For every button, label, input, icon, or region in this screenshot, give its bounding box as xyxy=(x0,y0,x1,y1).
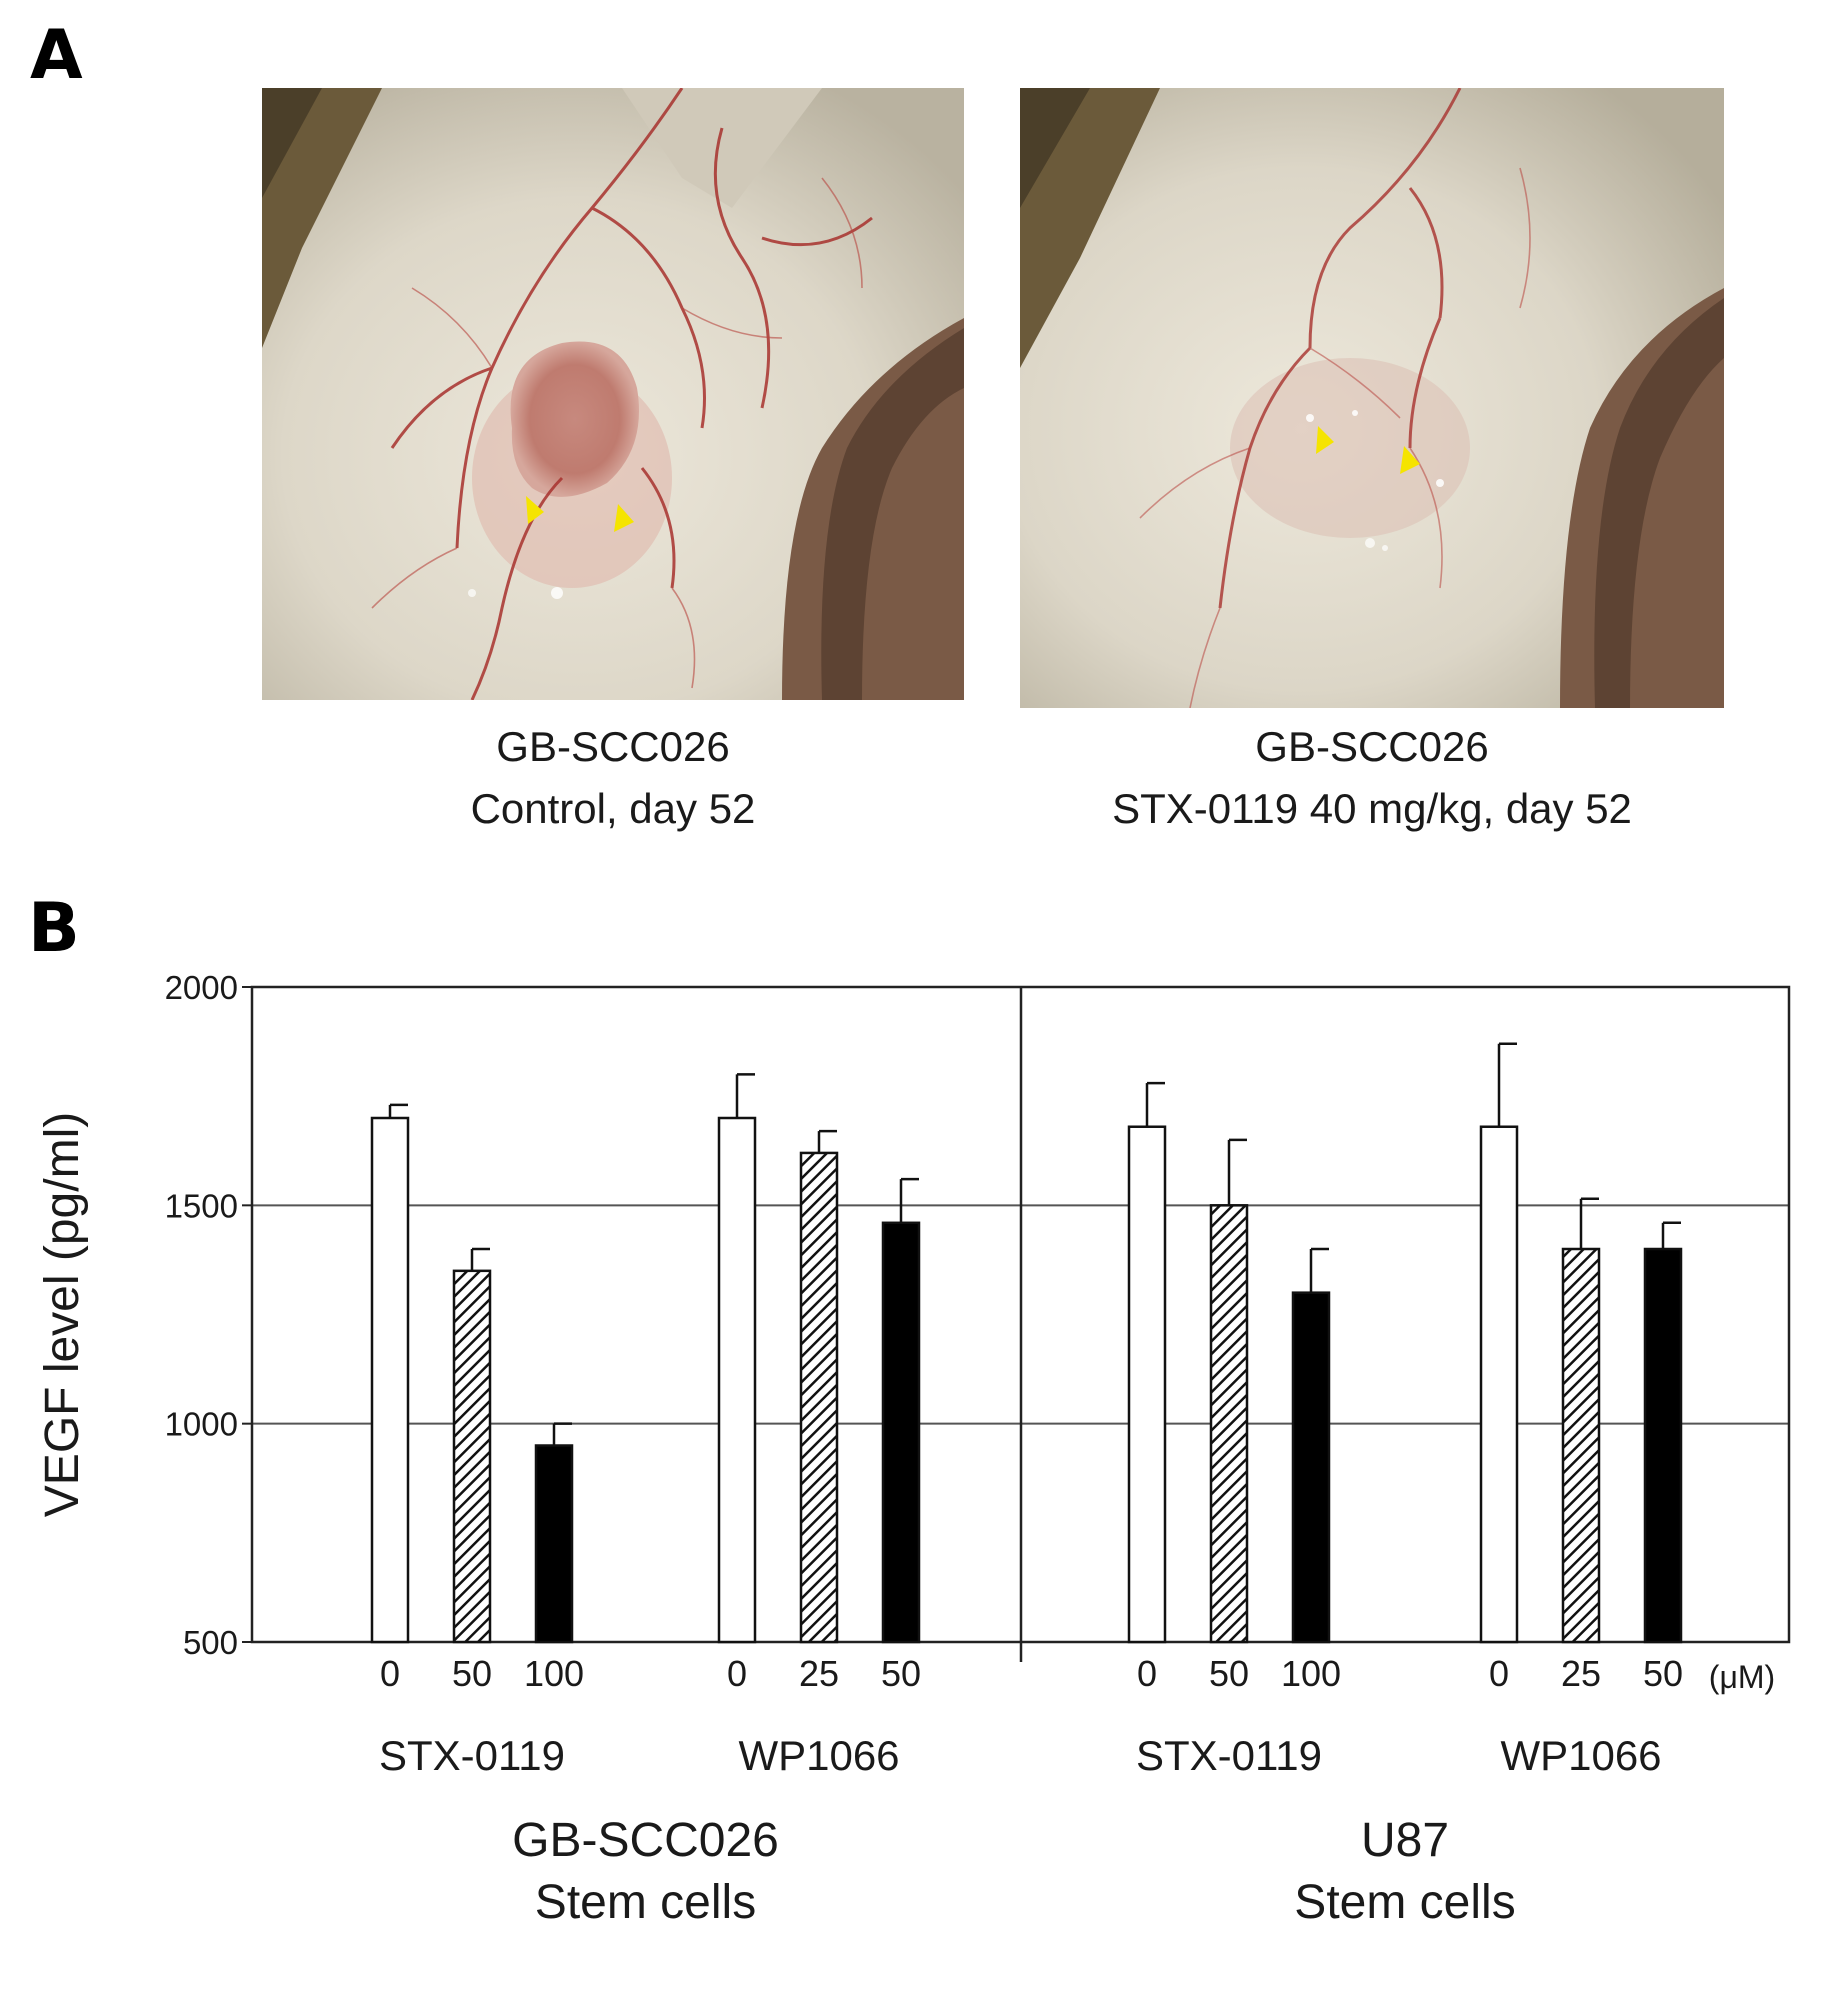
dose-label: 50 xyxy=(881,1653,921,1694)
dose-label: 0 xyxy=(1137,1653,1157,1694)
y-axis-label: VEGF level (pg/ml) xyxy=(36,1112,89,1517)
dose-label: 50 xyxy=(1643,1653,1683,1694)
caption-treated-line2: STX-0119 40 mg/kg, day 52 xyxy=(1112,785,1632,832)
panel-a-letter: A xyxy=(30,16,83,95)
dose-label: 25 xyxy=(799,1653,839,1694)
bar xyxy=(881,1221,921,1644)
arrowhead-left-icon xyxy=(526,496,544,524)
drug-label: STX-0119 xyxy=(1136,1732,1322,1779)
bar xyxy=(1561,1247,1601,1644)
dose-label: 0 xyxy=(1489,1653,1509,1694)
bar xyxy=(1643,1247,1683,1644)
photo-treated-tumor xyxy=(1020,88,1724,708)
bar xyxy=(1127,1125,1167,1644)
photo-control-tumor xyxy=(262,88,964,700)
arrowhead-right-icon xyxy=(614,504,634,532)
cell-line-sublabel: Stem cells xyxy=(1294,1876,1515,1929)
caption-treated-line1: GB-SCC026 xyxy=(1255,723,1489,770)
dose-label: 50 xyxy=(452,1653,492,1694)
y-tick-label: 500 xyxy=(183,1624,238,1661)
dose-label: 0 xyxy=(380,1653,400,1694)
drug-label: WP1066 xyxy=(1500,1732,1661,1779)
panel-b-letter: B xyxy=(28,889,80,968)
bar xyxy=(1209,1204,1249,1644)
drug-label: WP1066 xyxy=(738,1732,899,1779)
caption-control-line2: Control, day 52 xyxy=(470,785,756,832)
dose-label: 50 xyxy=(1209,1653,1249,1694)
caption-treated: GB-SCC026 STX-0119 40 mg/kg, day 52 xyxy=(1020,716,1724,840)
y-tick-label: 2000 xyxy=(165,969,238,1006)
caption-control-line1: GB-SCC026 xyxy=(496,723,730,770)
bar xyxy=(534,1444,574,1644)
bar xyxy=(370,1116,410,1644)
bar xyxy=(452,1269,492,1644)
cell-line-sublabel: Stem cells xyxy=(535,1876,756,1929)
drug-label: STX-0119 xyxy=(379,1732,565,1779)
dose-label: 25 xyxy=(1561,1653,1601,1694)
arrowhead-left-icon xyxy=(1316,426,1334,454)
bar xyxy=(1479,1125,1519,1644)
cell-line-label: U87 xyxy=(1361,1814,1449,1867)
cell-line-label: GB-SCC026 xyxy=(512,1814,779,1867)
caption-control: GB-SCC026 Control, day 52 xyxy=(262,716,964,840)
y-tick-label: 1500 xyxy=(165,1187,238,1224)
bar xyxy=(799,1151,839,1644)
dose-label: 100 xyxy=(524,1653,584,1694)
dose-label: 0 xyxy=(727,1653,747,1694)
y-tick-label: 1000 xyxy=(165,1406,238,1443)
arrowhead-right-icon xyxy=(1400,446,1420,474)
bar xyxy=(1291,1291,1331,1644)
unit-label: (μM) xyxy=(1709,1659,1775,1695)
dose-label: 100 xyxy=(1281,1653,1341,1694)
bar xyxy=(717,1116,757,1644)
